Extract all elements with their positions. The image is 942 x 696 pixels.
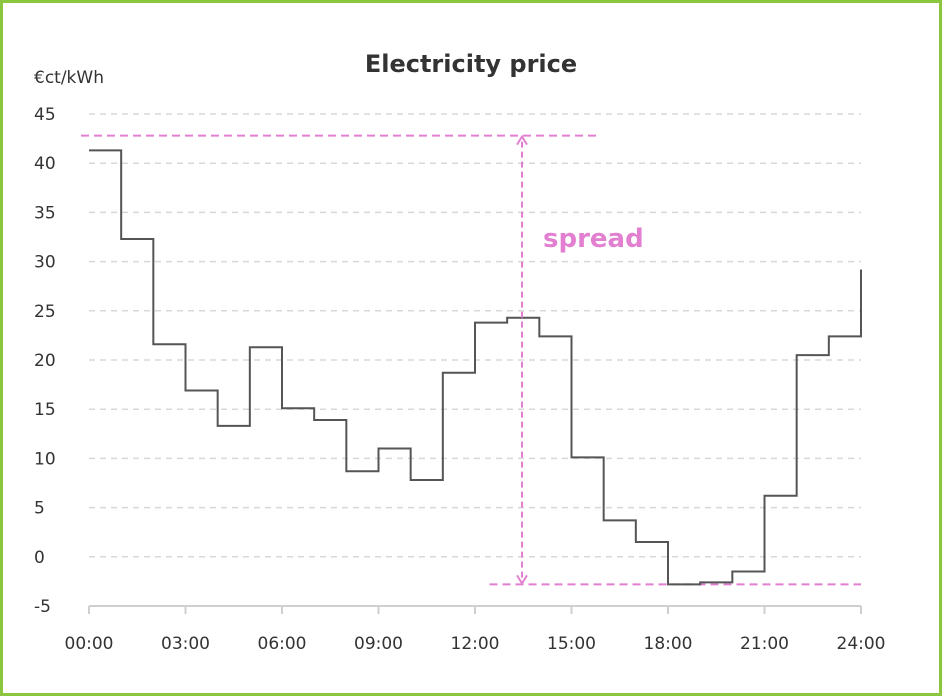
x-tick-label: 18:00	[644, 634, 693, 654]
y-tick-label: -5	[34, 597, 51, 617]
spread-arrow-head-bottom	[516, 574, 528, 586]
x-tick-label: 00:00	[65, 634, 114, 654]
chart-title: Electricity price	[364, 50, 578, 78]
x-tick-label: 24:00	[837, 634, 886, 654]
y-axis-label: €ct/kWh	[34, 68, 104, 88]
spread-arrow-head-top	[516, 134, 528, 146]
series-layer	[89, 149, 862, 586]
x-tick-label: 15:00	[547, 634, 596, 654]
y-tick-label: 0	[34, 548, 45, 568]
y-tick-label: 15	[34, 400, 56, 420]
x-tick-label: 09:00	[354, 634, 403, 654]
annotation-layer: spread	[516, 134, 644, 586]
x-tick-label: 03:00	[161, 634, 210, 654]
x-tick-label: 21:00	[740, 634, 789, 654]
y-tick-label: 5	[34, 499, 45, 519]
y-tick-label: 30	[34, 253, 56, 273]
y-tick-label: 40	[34, 154, 56, 174]
y-tick-label: 10	[34, 449, 56, 469]
y-tick-label: 45	[34, 105, 56, 125]
x-axis: 00:00 03:00 06:00 09:00 12:00 15:00 18:00 21:00…	[65, 605, 886, 654]
y-tick-label: 25	[34, 302, 56, 322]
y-tick-label: 20	[34, 351, 56, 371]
x-tick-label: 12:00	[451, 634, 500, 654]
y-ticks: -5 0 5 10 15 20 25 30 35 40 45	[34, 105, 56, 617]
y-tick-label: 35	[34, 203, 56, 223]
x-tick-label: 06:00	[258, 634, 307, 654]
price-step-line	[89, 149, 862, 586]
spread-label: spread	[543, 224, 644, 254]
